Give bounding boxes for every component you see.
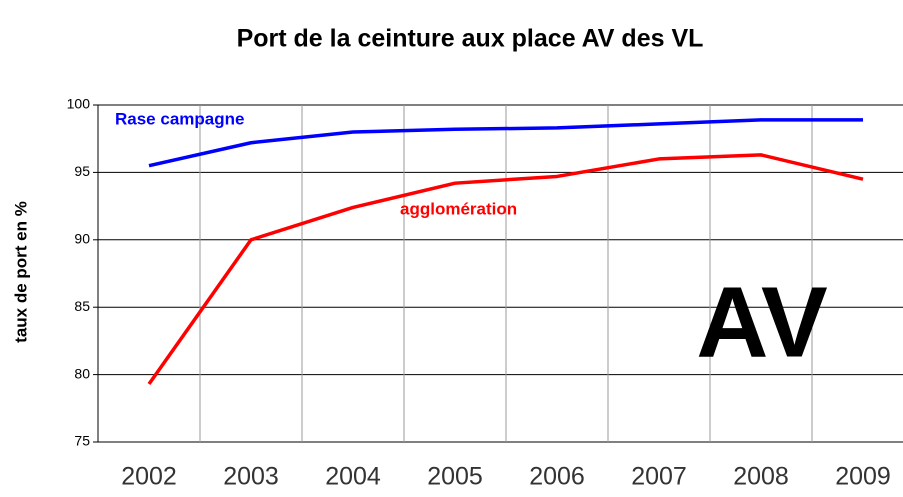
y-tick-label: 100 <box>67 96 91 112</box>
y-tick-label: 80 <box>74 365 90 381</box>
series-line <box>148 118 863 168</box>
x-tick-label: 2007 <box>631 463 687 491</box>
chart-title: Port de la ceinture aux place AV des VL <box>237 25 704 53</box>
series-line <box>147 153 864 386</box>
series-label: Rase campagne <box>115 109 244 128</box>
y-tick-label: 85 <box>74 298 90 314</box>
x-tick-label: 2009 <box>835 463 891 491</box>
y-axis-label: taux de port en % <box>11 201 30 343</box>
x-tick-label: 2002 <box>121 463 177 491</box>
x-tick-label: 2005 <box>427 463 483 491</box>
series-label: agglomération <box>400 199 517 218</box>
annotation: AV <box>696 266 828 378</box>
x-tick-label: 2004 <box>325 463 381 491</box>
x-tick-label: 2006 <box>529 463 585 491</box>
y-tick-label: 90 <box>74 231 90 247</box>
y-tick-label: 95 <box>74 163 90 179</box>
y-tick-label: 75 <box>74 433 90 449</box>
x-tick-label: 2008 <box>733 463 789 491</box>
x-tick-label: 2003 <box>223 463 279 491</box>
